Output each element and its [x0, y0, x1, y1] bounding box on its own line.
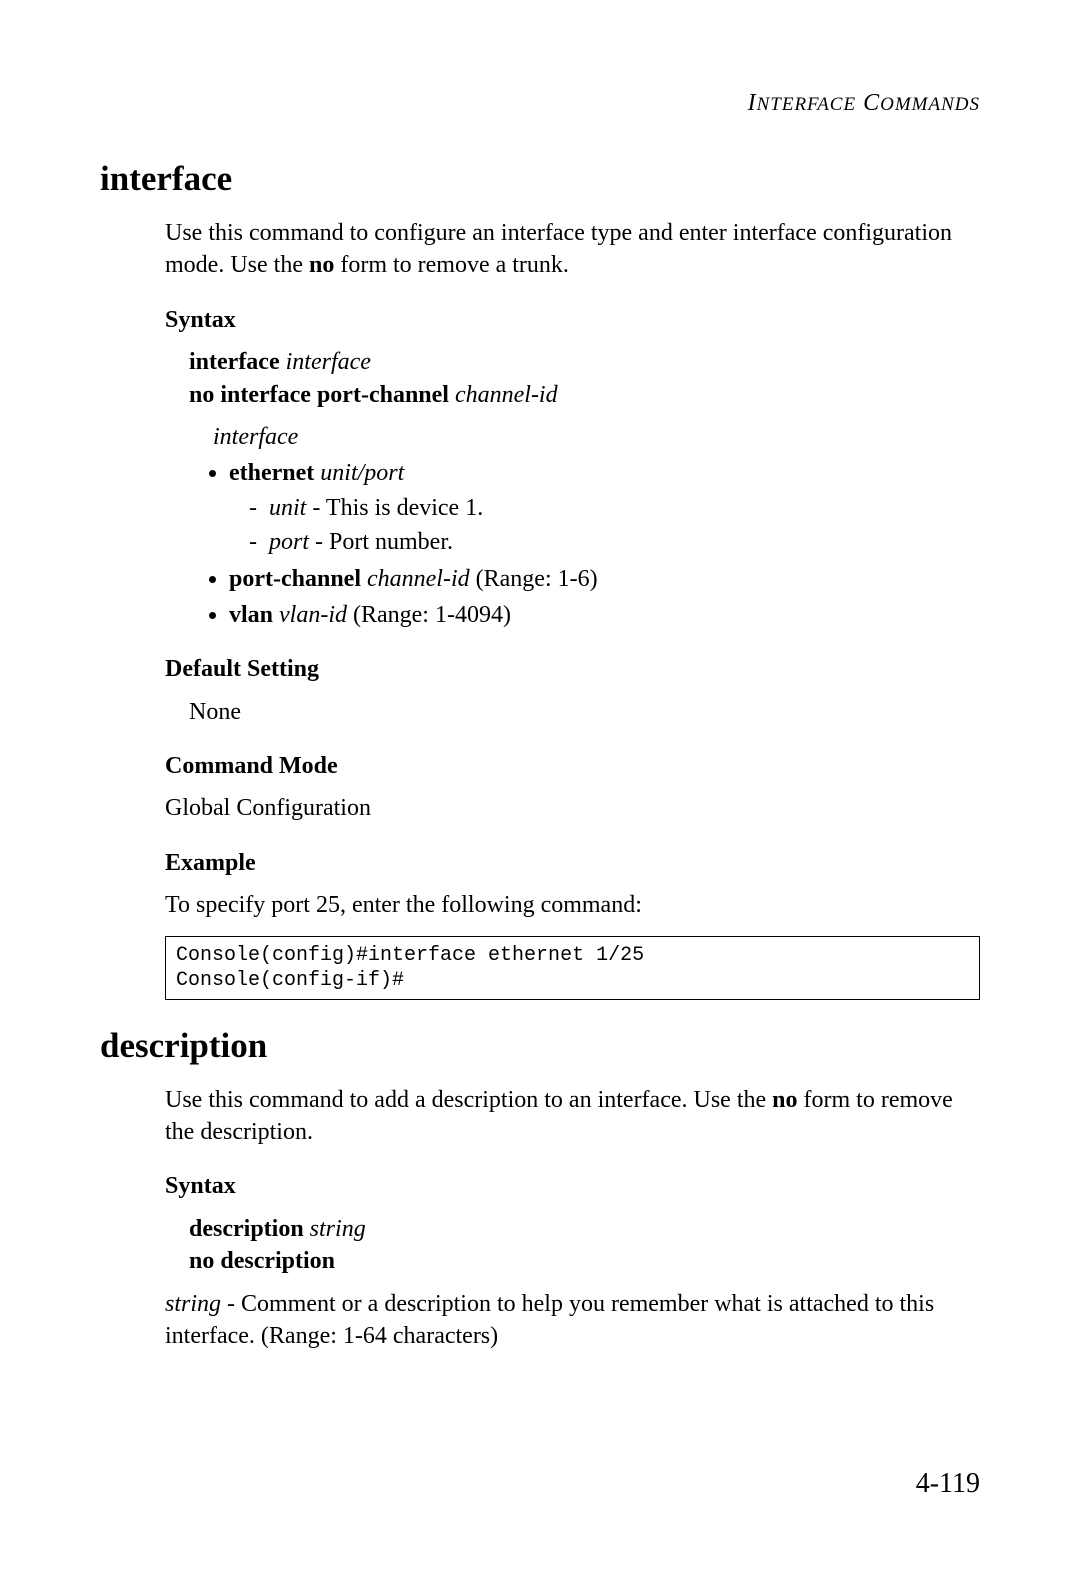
- syntax-bullets: ethernet unit/port - unit - This is devi…: [165, 457, 980, 631]
- intro-text-2: Use this command to add a description to…: [165, 1084, 980, 1149]
- section-body-description: Use this command to add a description to…: [165, 1084, 980, 1353]
- example-heading: Example: [165, 847, 980, 879]
- syntax-arg: interface: [213, 421, 980, 453]
- example-text: To specify port 25, enter the following …: [165, 889, 980, 921]
- running-header: INTERFACE COMMANDS: [100, 90, 980, 117]
- syntax2-line-1: description string: [189, 1213, 980, 1245]
- page-number: 4-119: [916, 1468, 980, 1500]
- syntax-heading: Syntax: [165, 304, 980, 336]
- mode-heading: Command Mode: [165, 750, 980, 782]
- bullet-port-channel: port-channel channel-id (Range: 1-6): [229, 563, 980, 595]
- section-body-interface: Use this command to configure an interfa…: [165, 217, 980, 1000]
- default-value: None: [189, 696, 980, 728]
- dash-port: - port - Port number.: [249, 526, 980, 558]
- page: INTERFACE COMMANDS interface Use this co…: [0, 0, 1080, 1570]
- syntax-heading-2: Syntax: [165, 1170, 980, 1202]
- bullet-vlan: vlan vlan-id (Range: 1-4094): [229, 599, 980, 631]
- syntax2-line-2: no description: [189, 1245, 980, 1277]
- syntax-line-1: interface interface: [189, 346, 980, 378]
- bullet-ethernet: ethernet unit/port - unit - This is devi…: [229, 457, 980, 558]
- syntax-line-2: no interface port-channel channel-id: [189, 379, 980, 411]
- mode-value: Global Configuration: [165, 792, 980, 824]
- syntax2-arg: string - Comment or a description to hel…: [165, 1288, 980, 1353]
- header-word-2: COMMANDS: [863, 90, 980, 116]
- header-word-1: INTERFACE: [748, 90, 857, 116]
- section-title-description: description: [100, 1026, 980, 1066]
- dash-unit: - unit - This is device 1.: [249, 492, 980, 524]
- intro-text: Use this command to configure an interfa…: [165, 217, 980, 282]
- default-heading: Default Setting: [165, 653, 980, 685]
- console-output: Console(config)#interface ethernet 1/25 …: [165, 936, 980, 1000]
- section-title-interface: interface: [100, 159, 980, 199]
